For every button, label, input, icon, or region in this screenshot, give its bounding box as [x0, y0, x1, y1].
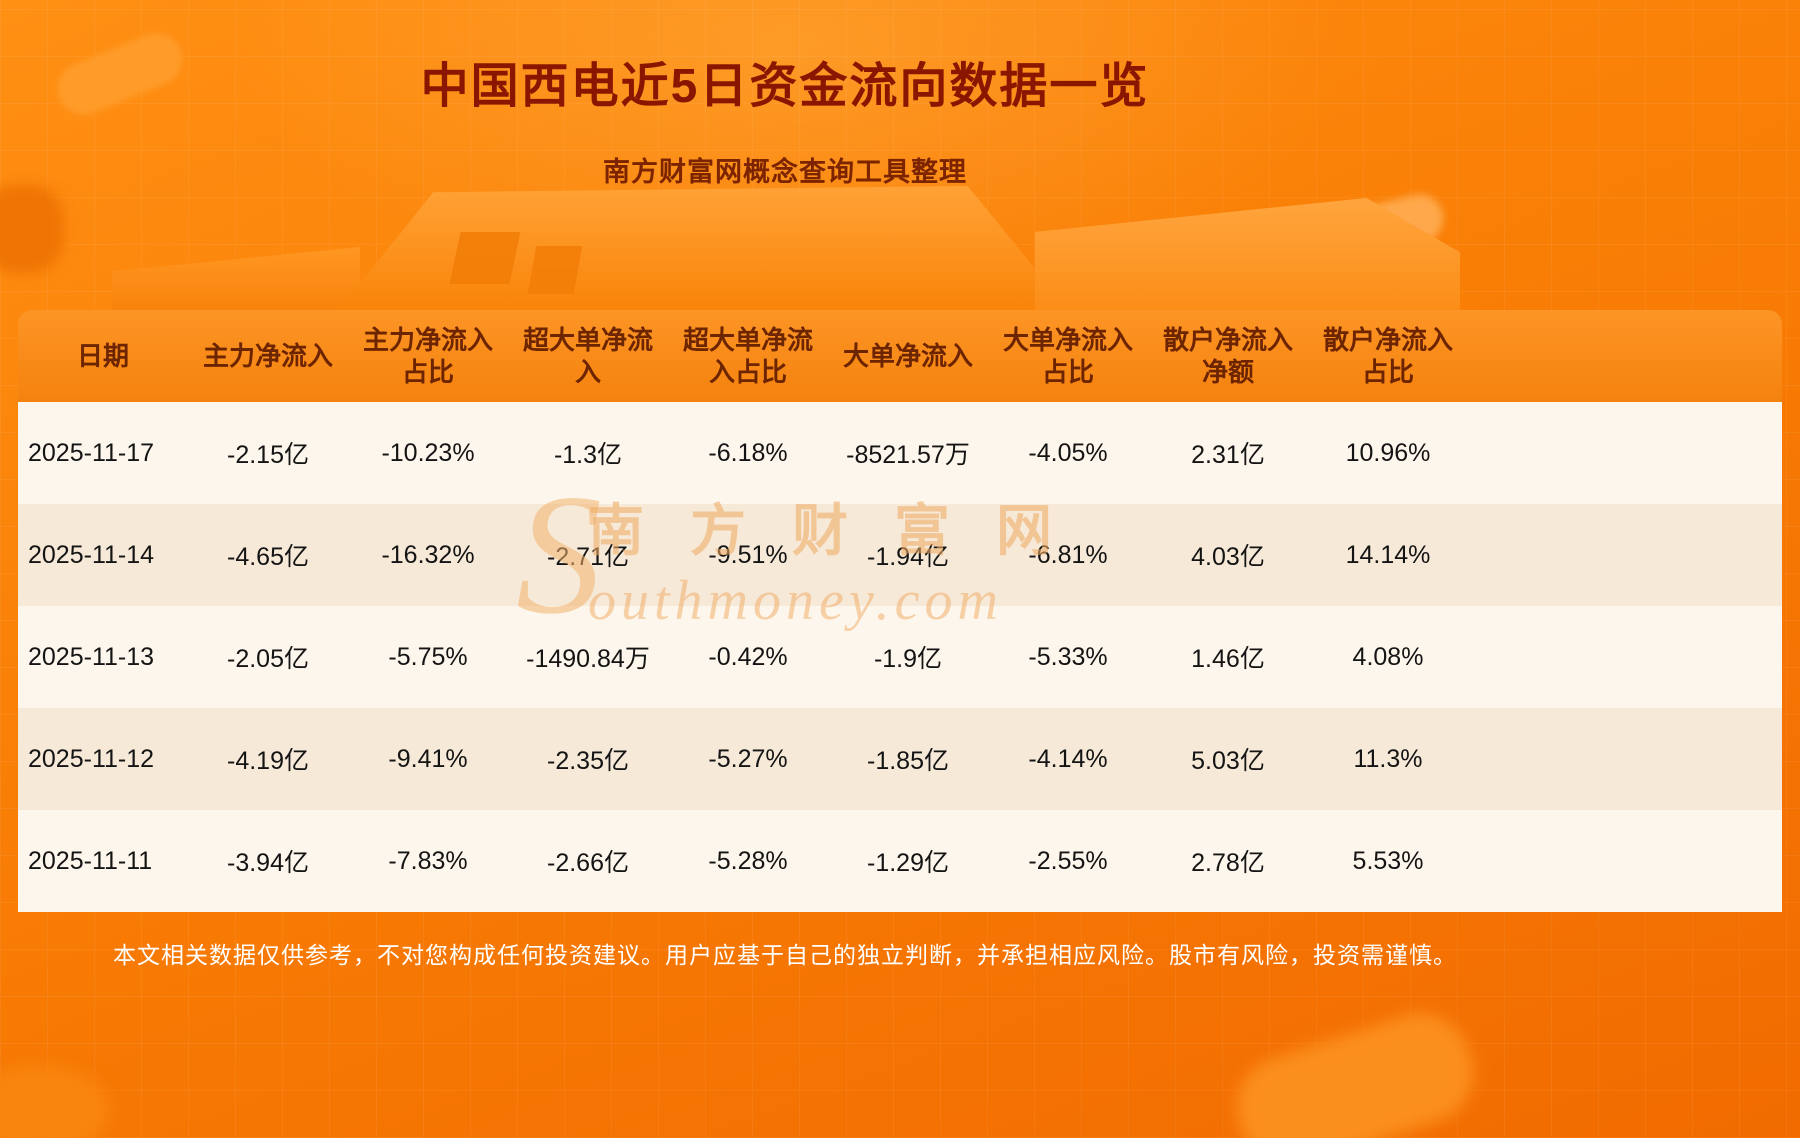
value-cell: -3.94亿 — [227, 849, 309, 877]
column-header: 散户净流入净额 — [1162, 324, 1293, 388]
value-cell: -2.66亿 — [547, 849, 629, 877]
podium-notch — [527, 246, 583, 294]
value-cell: 4.03亿 — [1191, 543, 1265, 571]
value-cell: -4.05% — [1028, 438, 1108, 467]
table-row: 2025-11-12 -4.19亿 -9.41% -2.35亿 -5.27% -1.85亿… — [18, 708, 1782, 810]
value-cell: -1.94亿 — [867, 543, 949, 571]
value-cell: 5.03亿 — [1191, 747, 1265, 775]
table-row: 2025-11-11 -3.94亿 -7.83% -2.66亿 -5.28% -1.29亿… — [18, 810, 1782, 912]
value-cell: -2.55% — [1028, 846, 1108, 875]
value-cell: -10.23% — [381, 438, 475, 467]
date-cell: 2025-11-14 — [28, 540, 155, 569]
date-cell: 2025-11-12 — [28, 744, 155, 773]
value-cell: 4.08% — [1352, 642, 1424, 671]
value-cell: -2.05亿 — [227, 645, 309, 673]
value-cell: -4.14% — [1028, 744, 1108, 773]
column-header: 大单净流入占比 — [1002, 324, 1133, 388]
value-cell: 10.96% — [1345, 438, 1431, 467]
value-cell: -16.32% — [381, 540, 475, 569]
value-cell: -1.85亿 — [867, 747, 949, 775]
value-cell: -1.29亿 — [867, 849, 949, 877]
column-header: 散户净流入占比 — [1322, 324, 1453, 388]
value-cell: -1490.84万 — [526, 645, 650, 673]
value-cell: -1.3亿 — [553, 441, 623, 469]
value-cell: 11.3% — [1353, 744, 1423, 773]
value-cell: 14.14% — [1345, 540, 1431, 569]
decor-blob-left — [0, 185, 64, 273]
value-cell: -4.65亿 — [227, 543, 309, 571]
page-subtitle: 南方财富网概念查询工具整理 — [603, 157, 967, 187]
value-cell: -4.19亿 — [227, 747, 309, 775]
date-cell: 2025-11-11 — [28, 846, 153, 875]
podium-notch — [449, 232, 521, 284]
value-cell: -5.33% — [1028, 642, 1108, 671]
column-header: 超大单净流入 — [522, 324, 653, 388]
value-cell: -7.83% — [388, 846, 468, 875]
value-cell: -2.15亿 — [227, 441, 309, 469]
value-cell: -2.71亿 — [547, 543, 629, 571]
column-header: 超大单净流入占比 — [682, 324, 813, 388]
disclaimer-text: 本文相关数据仅供参考，不对您构成任何投资建议。用户应基于自己的独立判断，并承担相… — [113, 942, 1457, 968]
table-header-row: 日期 主力净流入 主力净流入占比 超大单净流入 超大单净流入占比 大单净流入 大单净流入占比… — [18, 310, 1782, 402]
value-cell: 2.31亿 — [1191, 441, 1265, 469]
table-row: 2025-11-13 -2.05亿 -5.75% -1490.84万 -0.42% -1.… — [18, 606, 1782, 708]
value-cell: -5.28% — [708, 846, 788, 875]
value-cell: 1.46亿 — [1191, 645, 1265, 673]
value-cell: 2.78亿 — [1191, 849, 1265, 877]
column-header: 主力净流入占比 — [362, 324, 493, 388]
value-cell: -8521.57万 — [846, 441, 970, 469]
date-cell: 2025-11-13 — [28, 642, 155, 671]
value-cell: -5.75% — [388, 642, 468, 671]
date-cell: 2025-11-17 — [28, 438, 155, 467]
table-row: 2025-11-17 -2.15亿 -10.23% -1.3亿 -6.18% -8521.… — [18, 402, 1782, 504]
value-cell: -1.9亿 — [873, 645, 943, 673]
value-cell: -5.27% — [708, 744, 788, 773]
podium-center — [338, 186, 1070, 311]
value-cell: -0.42% — [708, 642, 788, 671]
value-cell: -6.81% — [1028, 540, 1108, 569]
value-cell: -9.51% — [708, 540, 788, 569]
value-cell: -6.18% — [708, 438, 788, 467]
table-row: 2025-11-14 -4.65亿 -16.32% -2.71亿 -9.51% -1.94… — [18, 504, 1782, 606]
column-header: 主力净流入 — [202, 340, 333, 371]
value-cell: -9.41% — [388, 744, 468, 773]
page-title: 中国西电近5日资金流向数据一览 — [420, 60, 1150, 113]
value-cell: -2.35亿 — [547, 747, 629, 775]
column-header: 大单净流入 — [842, 340, 973, 371]
table-body: 2025-11-17 -2.15亿 -10.23% -1.3亿 -6.18% -8521.… — [18, 402, 1782, 912]
value-cell: 5.53% — [1352, 846, 1424, 875]
column-header: 日期 — [76, 340, 129, 371]
fund-flow-table: 日期 主力净流入 主力净流入占比 超大单净流入 超大单净流入占比 大单净流入 大单净流入占比… — [18, 310, 1782, 912]
